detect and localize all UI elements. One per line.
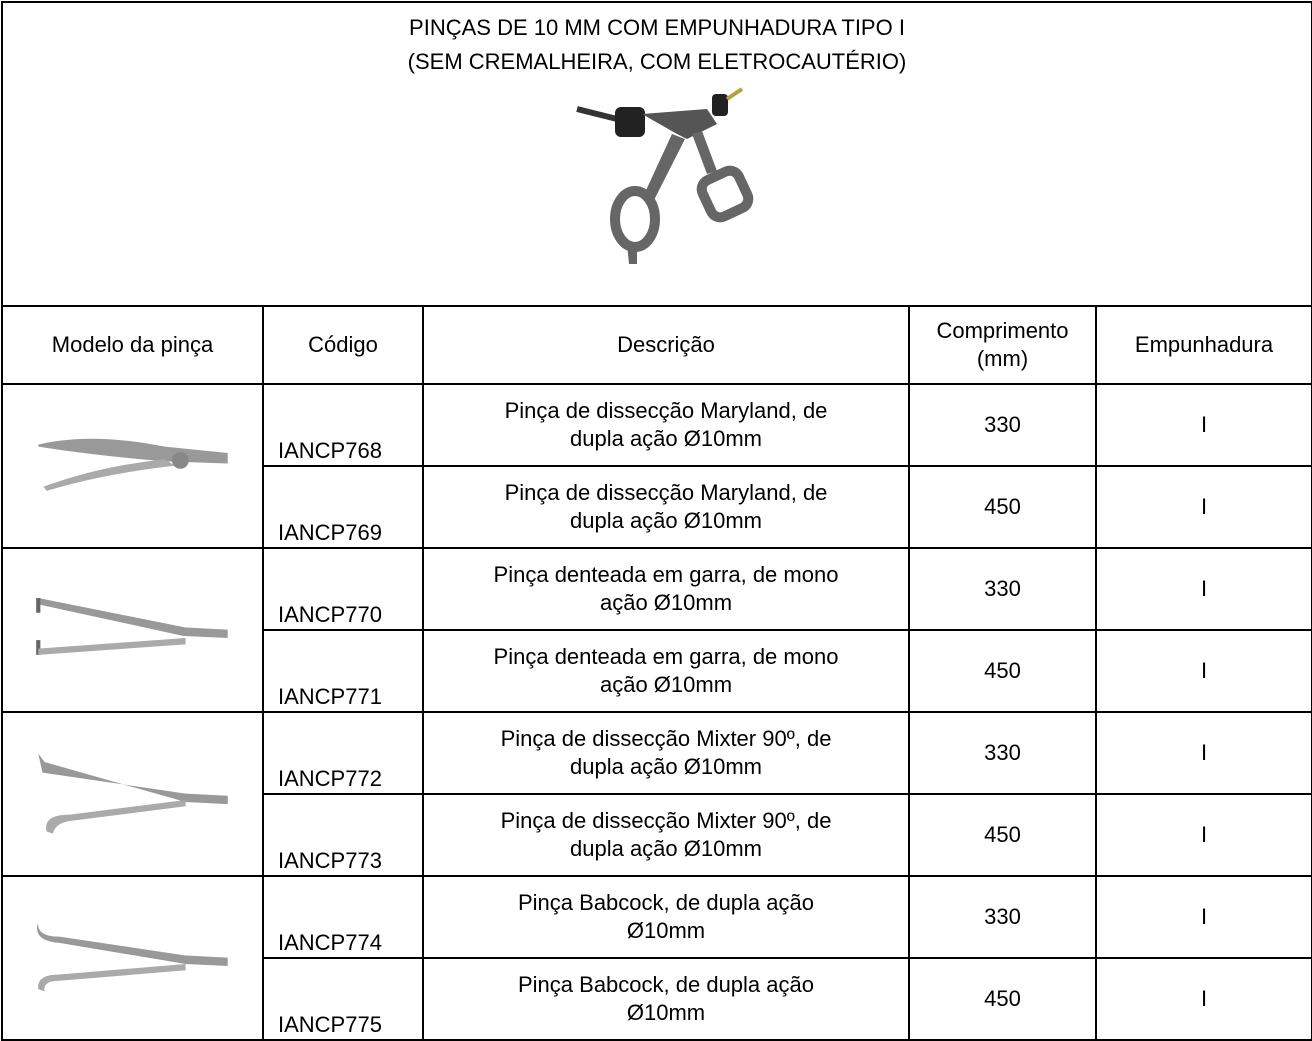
text-line: dupla ação Ø10mm: [570, 754, 762, 779]
description-cell: Pinça de dissecção Maryland, de dupla açã…: [422, 465, 910, 549]
code-cell: IANCP769: [262, 465, 424, 549]
length-cell: 330: [908, 383, 1097, 467]
text-line: dupla ação Ø10mm: [570, 426, 762, 451]
length-cell: 450: [908, 957, 1097, 1041]
length-cell: 330: [908, 547, 1097, 631]
grip-cell: I: [1094, 465, 1312, 549]
description-cell: Pinça de dissecção Mixter 90º, de dupla a…: [422, 793, 910, 877]
title-line: PINÇAS DE 10 MM COM EMPUNHADURA TIPO I: [409, 15, 905, 40]
grip-cell: I: [1094, 711, 1312, 795]
instrument-image: [37, 438, 228, 491]
model-image-cell: [1, 383, 264, 549]
column-header: Comprimento (mm): [908, 305, 1097, 385]
table-row: IANCP770 Pinça denteada em garra, de mono…: [1, 547, 1312, 713]
table-row: IANCP769 Pinça de dissecção Maryland, de d…: [2, 465, 1312, 549]
length-cell: 330: [908, 711, 1097, 795]
table-row: IANCP772 Pinça de dissecção Mixter 90º, d…: [1, 711, 1312, 877]
grip-cell: I: [1094, 957, 1312, 1041]
text-line: Pinça Babcock, de dupla ação: [518, 972, 814, 997]
table-row: IANCP768 Pinça de dissecção Maryland, de d…: [1, 383, 1312, 549]
length-cell: 450: [908, 465, 1097, 549]
instrument-image: [35, 597, 228, 655]
header-cell: PINÇAS DE 10 MM COM EMPUNHADURA TIPO I (…: [0, 1, 1312, 307]
text-line: (mm): [976, 346, 1029, 371]
model-image-cell: [1, 875, 264, 1041]
code-cell: IANCP771: [262, 629, 424, 713]
column-header: Código: [262, 305, 424, 385]
length-cell: 450: [908, 793, 1097, 877]
text-line: Pinça de dissecção Maryland, de: [504, 480, 828, 505]
model-image-cell: [1, 547, 264, 713]
table-row: IANCP775 Pinça Babcock, de dupla ação Ø10m…: [2, 957, 1312, 1041]
text-line: Comprimento: [936, 318, 1069, 343]
table-row: IANCP773 Pinça de dissecção Mixter 90º, d…: [2, 793, 1312, 877]
grip-cell: I: [1094, 547, 1312, 631]
description-cell: Pinça denteada em garra, de mono ação Ø10…: [422, 629, 910, 713]
model-image-cell: [1, 711, 264, 877]
code-cell: IANCP772: [262, 711, 424, 795]
text-line: ação Ø10mm: [599, 590, 733, 615]
text-line: dupla ação Ø10mm: [570, 836, 762, 861]
text-line: Pinça de dissecção Mixter 90º, de: [500, 726, 832, 751]
column-header: Descrição: [422, 305, 910, 385]
grip-cell: I: [1094, 875, 1312, 959]
description-cell: Pinça de dissecção Maryland, de dupla açã…: [422, 383, 910, 467]
text-line: Ø10mm: [626, 1000, 706, 1025]
text-line: Pinça de dissecção Maryland, de: [504, 398, 828, 423]
text-line: Pinça denteada em garra, de mono: [493, 644, 839, 669]
length-cell: 450: [908, 629, 1097, 713]
instrument-image: [36, 921, 228, 991]
text-line: Pinça denteada em garra, de mono: [493, 562, 839, 587]
text-line: Pinça de dissecção Mixter 90º, de: [500, 808, 832, 833]
code-cell: IANCP775: [262, 957, 424, 1041]
column-header: Empunhadura: [1094, 305, 1312, 385]
code-cell: IANCP774: [262, 875, 424, 959]
text-line: ação Ø10mm: [599, 672, 733, 697]
instrument-image: [37, 753, 228, 834]
column-header: Modelo da pinça: [1, 305, 264, 385]
table-row: IANCP771 Pinça denteada em garra, de mono…: [2, 629, 1312, 713]
description-cell: Pinça denteada em garra, de mono ação Ø10…: [422, 547, 910, 631]
description-cell: Pinça Babcock, de dupla ação Ø10mm: [422, 875, 910, 959]
title-line: (SEM CREMALHEIRA, COM ELETROCAUTÉRIO): [407, 49, 907, 74]
text-line: dupla ação Ø10mm: [570, 508, 762, 533]
code-cell: IANCP770: [262, 547, 424, 631]
instrument-image: [576, 87, 754, 264]
grip-cell: I: [1094, 383, 1312, 467]
table-row: IANCP774 Pinça Babcock, de dupla ação Ø10m…: [1, 875, 1312, 1041]
grip-cell: I: [1094, 629, 1312, 713]
code-cell: IANCP773: [262, 793, 424, 877]
grip-cell: I: [1094, 793, 1312, 877]
length-cell: 330: [908, 875, 1097, 959]
description-cell: Pinça de dissecção Mixter 90º, de dupla a…: [422, 711, 910, 795]
description-cell: Pinça Babcock, de dupla ação Ø10mm: [422, 957, 910, 1041]
text-line: Ø10mm: [626, 918, 706, 943]
code-cell: IANCP768: [262, 383, 424, 467]
text-line: Pinça Babcock, de dupla ação: [518, 890, 814, 915]
